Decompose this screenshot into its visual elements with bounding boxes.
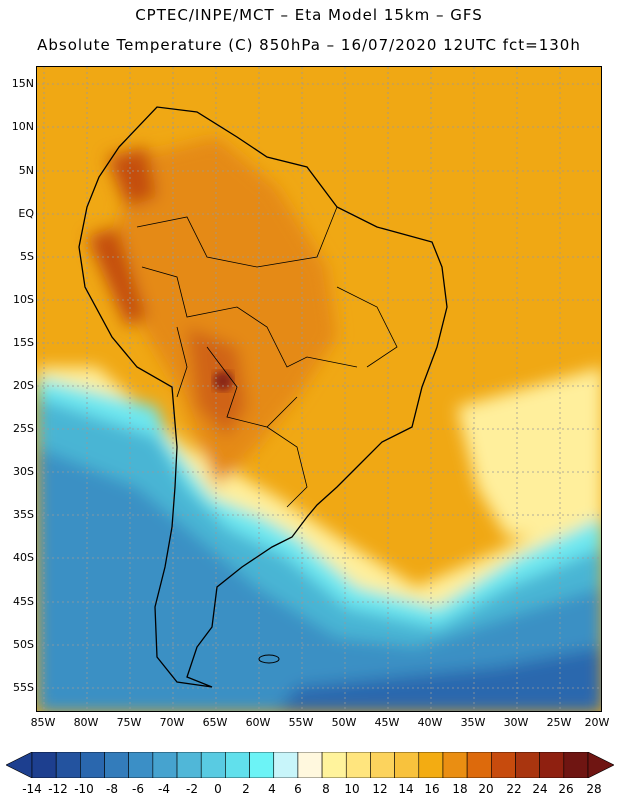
lat-label: 25S xyxy=(13,422,34,435)
colorbar-swatch xyxy=(345,751,371,779)
colorbar-swatch xyxy=(466,751,492,779)
lat-label: 5S xyxy=(20,250,34,263)
colorbar-label: 8 xyxy=(322,782,330,796)
colorbar-label: 20 xyxy=(478,782,494,796)
colorbar-label: 26 xyxy=(558,782,574,796)
colorbar-swatch xyxy=(394,751,420,779)
colorbar-swatch xyxy=(200,751,226,779)
colorbar-label: 0 xyxy=(214,782,222,796)
lat-label: 50S xyxy=(13,638,34,651)
lon-label: 60W xyxy=(245,716,271,729)
map-title-line2: Absolute Temperature (C) 850hPa – 16/07/… xyxy=(37,36,581,54)
colorbar-label: 4 xyxy=(268,782,276,796)
falkland-islands xyxy=(258,654,280,664)
colorbar-swatch xyxy=(297,751,323,779)
colorbar-label: -14 xyxy=(22,782,42,796)
lon-label: 80W xyxy=(73,716,99,729)
lon-label: 40W xyxy=(417,716,443,729)
colorbar-swatch xyxy=(515,751,540,779)
colorbar-swatch xyxy=(55,751,81,779)
colorbar-swatch xyxy=(491,751,516,779)
colorbar-label: -2 xyxy=(186,782,198,796)
colorbar-label: 12 xyxy=(372,782,388,796)
colorbar-label: 14 xyxy=(398,782,414,796)
lon-label: 70W xyxy=(159,716,185,729)
colorbar-swatch xyxy=(563,751,589,779)
colorbar-arrow-high xyxy=(587,751,615,779)
colorbar-label: 10 xyxy=(344,782,360,796)
colorbar-swatch xyxy=(539,751,565,779)
lon-label: 55W xyxy=(288,716,314,729)
colorbar-label: 24 xyxy=(532,782,548,796)
colorbar-swatch xyxy=(249,751,275,779)
lat-label: 10S xyxy=(13,293,34,306)
colorbar-label: 28 xyxy=(586,782,602,796)
colorbar-label: -6 xyxy=(132,782,144,796)
colorbar-swatch xyxy=(31,751,57,779)
colorbar-arrow-low xyxy=(5,751,33,779)
lon-label: 50W xyxy=(331,716,357,729)
colorbar-label: 22 xyxy=(506,782,522,796)
lat-label: 10N xyxy=(11,120,34,133)
lat-label: 30S xyxy=(13,465,34,478)
lon-label: 25W xyxy=(546,716,572,729)
lat-label: 15S xyxy=(13,336,34,349)
colorbar-label: -4 xyxy=(158,782,170,796)
lon-label: 20W xyxy=(584,716,610,729)
colorbar-swatch xyxy=(370,751,395,779)
lat-label: 55S xyxy=(13,681,34,694)
lat-label: EQ xyxy=(18,207,34,220)
colorbar xyxy=(5,751,615,779)
temperature-map xyxy=(36,66,602,712)
south-america-outline xyxy=(78,106,448,688)
colorbar-swatch xyxy=(273,751,299,779)
colorbar-label: 18 xyxy=(452,782,468,796)
lat-label: 45S xyxy=(13,595,34,608)
colorbar-label: 6 xyxy=(294,782,302,796)
colorbar-swatch xyxy=(321,751,347,779)
lon-label: 45W xyxy=(374,716,400,729)
lon-label: 30W xyxy=(503,716,529,729)
lon-label: 65W xyxy=(202,716,228,729)
colorbar-label: -12 xyxy=(48,782,68,796)
colorbar-swatch xyxy=(176,751,202,779)
colorbar-label: 16 xyxy=(424,782,440,796)
colorbar-label: -10 xyxy=(74,782,94,796)
colorbar-swatch xyxy=(152,751,178,779)
lat-label: 15N xyxy=(11,77,34,90)
colorbar-swatch xyxy=(128,751,154,779)
colorbar-swatch xyxy=(80,751,105,779)
lon-label: 75W xyxy=(116,716,142,729)
lon-label: 85W xyxy=(30,716,56,729)
lat-label: 20S xyxy=(13,379,34,392)
lat-label: 5N xyxy=(18,164,34,177)
lat-label: 35S xyxy=(13,508,34,521)
colorbar-swatch xyxy=(104,751,129,779)
lon-label: 35W xyxy=(460,716,486,729)
colorbar-label: 2 xyxy=(242,782,250,796)
colorbar-swatch xyxy=(418,751,444,779)
map-title-line1: CPTEC/INPE/MCT – Eta Model 15km – GFS xyxy=(135,6,483,24)
colorbar-swatch xyxy=(442,751,468,779)
lat-label: 40S xyxy=(13,551,34,564)
colorbar-label: -8 xyxy=(106,782,118,796)
colorbar-swatch xyxy=(225,751,250,779)
